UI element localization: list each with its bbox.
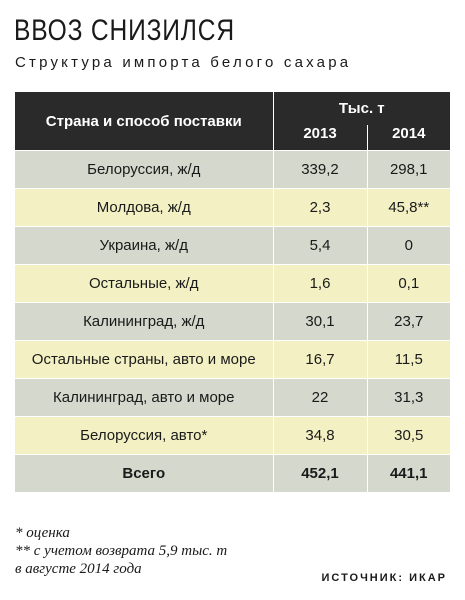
cell: 34,8 <box>273 416 368 455</box>
title: ВВОЗ СНИЗИЛСЯ <box>14 14 235 47</box>
cell: 0,1 <box>367 264 450 303</box>
table-row: Калининград, авто и море 22 31,3 <box>15 378 450 417</box>
row-label: Всего <box>15 454 274 492</box>
cell: 1,6 <box>273 264 368 303</box>
import-table: Страна и способ поставки Тыс. т 2013 201… <box>15 92 450 492</box>
source: ИСТОЧНИК: ИКАР <box>321 572 447 584</box>
cell: 5,4 <box>273 226 368 265</box>
table-row: Украина, ж/д 5,4 0 <box>15 226 450 265</box>
header-row: Страна и способ поставки Тыс. т <box>15 92 450 151</box>
table-row: Остальные, ж/д 1,6 0,1 <box>15 264 450 303</box>
column-header: Страна и способ поставки <box>15 92 274 151</box>
row-label: Белоруссия, ж/д <box>15 150 274 189</box>
cell: 16,7 <box>273 340 368 379</box>
year-row: 2013 2014 <box>15 125 450 151</box>
cell: 31,3 <box>367 378 450 417</box>
cell: 0 <box>367 226 450 265</box>
row-label: Белоруссия, авто* <box>15 416 274 455</box>
row-label: Остальные страны, авто и море <box>15 340 274 379</box>
row-label: Украина, ж/д <box>15 226 274 265</box>
row-label: Калининград, ж/д <box>15 302 274 341</box>
table-row: Молдова, ж/д 2,3 45,8** <box>15 188 450 227</box>
cell: 298,1 <box>367 150 450 189</box>
subtitle: Структура импорта белого сахара <box>15 54 352 71</box>
table-row: Остальные страны, авто и море 16,7 11,5 <box>15 340 450 379</box>
row-label: Молдова, ж/д <box>15 188 274 227</box>
footnote: * оценка <box>15 525 70 541</box>
table-row: Калининград, ж/д 30,1 23,7 <box>15 302 450 341</box>
cell: 11,5 <box>367 340 450 379</box>
cell: 441,1 <box>367 454 450 492</box>
year-header: 2014 <box>367 125 450 151</box>
cell: 23,7 <box>367 302 450 341</box>
footnotes: * оценка ** с учетом возврата 5,9 тыс. т… <box>15 524 227 578</box>
footnote: в августе 2014 года <box>15 561 142 577</box>
cell: 339,2 <box>273 150 368 189</box>
table-row: Белоруссия, авто* 34,8 30,5 <box>15 416 450 455</box>
cell: 30,1 <box>273 302 368 341</box>
row-label: Остальные, ж/д <box>15 264 274 303</box>
unit-header: Тыс. т <box>273 92 450 125</box>
footnote: ** с учетом возврата 5,9 тыс. т <box>15 543 228 559</box>
row-label: Калининград, авто и море <box>15 378 274 417</box>
cell: 452,1 <box>273 454 368 492</box>
cell: 22 <box>273 378 368 417</box>
cell: 45,8** <box>367 188 450 227</box>
year-header: 2013 <box>273 125 368 151</box>
cell: 2,3 <box>273 188 368 227</box>
table-row: Белоруссия, ж/д 339,2 298,1 <box>15 150 450 189</box>
table-row: Всего 452,1 441,1 <box>15 454 450 492</box>
cell: 30,5 <box>367 416 450 455</box>
